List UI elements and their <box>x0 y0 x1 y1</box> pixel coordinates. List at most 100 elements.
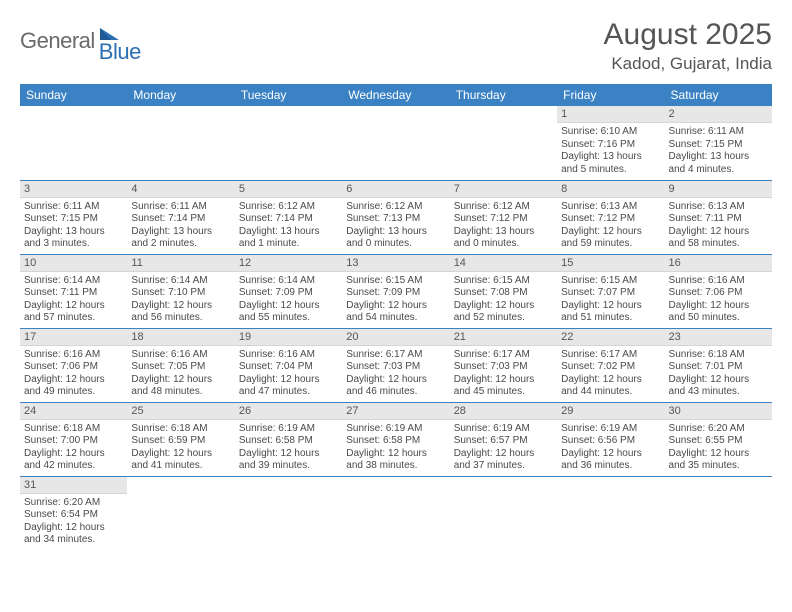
day-details: Sunrise: 6:17 AMSunset: 7:03 PMDaylight:… <box>450 346 557 402</box>
daylight-text: Daylight: 12 hours and 42 minutes. <box>24 448 123 473</box>
calendar-cell: 22Sunrise: 6:17 AMSunset: 7:02 PMDayligh… <box>557 328 664 402</box>
calendar-cell: 1Sunrise: 6:10 AMSunset: 7:16 PMDaylight… <box>557 106 664 180</box>
calendar-cell <box>127 106 234 180</box>
day-number: 2 <box>665 106 772 123</box>
calendar-cell <box>557 476 664 550</box>
calendar-week-row: 3Sunrise: 6:11 AMSunset: 7:15 PMDaylight… <box>20 180 772 254</box>
day-details: Sunrise: 6:20 AMSunset: 6:54 PMDaylight:… <box>20 494 127 550</box>
sunset-text: Sunset: 7:14 PM <box>239 213 338 226</box>
daylight-text: Daylight: 12 hours and 38 minutes. <box>346 448 445 473</box>
calendar-cell: 8Sunrise: 6:13 AMSunset: 7:12 PMDaylight… <box>557 180 664 254</box>
sunrise-text: Sunrise: 6:17 AM <box>561 349 660 362</box>
logo-text-blue: Blue <box>99 39 141 65</box>
calendar-cell <box>235 106 342 180</box>
day-number: 29 <box>557 403 664 420</box>
sunset-text: Sunset: 7:12 PM <box>561 213 660 226</box>
calendar-cell: 16Sunrise: 6:16 AMSunset: 7:06 PMDayligh… <box>665 254 772 328</box>
day-number: 14 <box>450 255 557 272</box>
daylight-text: Daylight: 13 hours and 4 minutes. <box>669 151 768 176</box>
sunrise-text: Sunrise: 6:18 AM <box>669 349 768 362</box>
calendar-cell: 19Sunrise: 6:16 AMSunset: 7:04 PMDayligh… <box>235 328 342 402</box>
sunset-text: Sunset: 7:05 PM <box>131 361 230 374</box>
sunrise-text: Sunrise: 6:15 AM <box>561 275 660 288</box>
sunset-text: Sunset: 7:13 PM <box>346 213 445 226</box>
sunrise-text: Sunrise: 6:16 AM <box>131 349 230 362</box>
weekday-header-row: Sunday Monday Tuesday Wednesday Thursday… <box>20 84 772 106</box>
sunrise-text: Sunrise: 6:18 AM <box>24 423 123 436</box>
calendar-cell: 20Sunrise: 6:17 AMSunset: 7:03 PMDayligh… <box>342 328 449 402</box>
sunset-text: Sunset: 6:59 PM <box>131 435 230 448</box>
daylight-text: Daylight: 12 hours and 48 minutes. <box>131 374 230 399</box>
daylight-text: Daylight: 12 hours and 57 minutes. <box>24 300 123 325</box>
sunset-text: Sunset: 7:07 PM <box>561 287 660 300</box>
daylight-text: Daylight: 12 hours and 50 minutes. <box>669 300 768 325</box>
calendar-cell: 24Sunrise: 6:18 AMSunset: 7:00 PMDayligh… <box>20 402 127 476</box>
day-number: 10 <box>20 255 127 272</box>
calendar-week-row: 31Sunrise: 6:20 AMSunset: 6:54 PMDayligh… <box>20 476 772 550</box>
day-details: Sunrise: 6:13 AMSunset: 7:11 PMDaylight:… <box>665 198 772 254</box>
daylight-text: Daylight: 13 hours and 0 minutes. <box>454 226 553 251</box>
weekday-header: Saturday <box>665 84 772 106</box>
day-number <box>127 106 234 122</box>
daylight-text: Daylight: 12 hours and 36 minutes. <box>561 448 660 473</box>
daylight-text: Daylight: 13 hours and 5 minutes. <box>561 151 660 176</box>
sunset-text: Sunset: 7:15 PM <box>669 139 768 152</box>
sunset-text: Sunset: 6:58 PM <box>346 435 445 448</box>
calendar-cell: 5Sunrise: 6:12 AMSunset: 7:14 PMDaylight… <box>235 180 342 254</box>
daylight-text: Daylight: 12 hours and 39 minutes. <box>239 448 338 473</box>
daylight-text: Daylight: 13 hours and 1 minute. <box>239 226 338 251</box>
sunrise-text: Sunrise: 6:14 AM <box>131 275 230 288</box>
calendar-cell: 3Sunrise: 6:11 AMSunset: 7:15 PMDaylight… <box>20 180 127 254</box>
sunrise-text: Sunrise: 6:19 AM <box>561 423 660 436</box>
sunrise-text: Sunrise: 6:15 AM <box>346 275 445 288</box>
header: General Blue August 2025 Kadod, Gujarat,… <box>20 18 772 74</box>
day-details: Sunrise: 6:19 AMSunset: 6:56 PMDaylight:… <box>557 420 664 476</box>
day-details: Sunrise: 6:16 AMSunset: 7:05 PMDaylight:… <box>127 346 234 402</box>
calendar-cell: 31Sunrise: 6:20 AMSunset: 6:54 PMDayligh… <box>20 476 127 550</box>
sunrise-text: Sunrise: 6:15 AM <box>454 275 553 288</box>
calendar-cell: 12Sunrise: 6:14 AMSunset: 7:09 PMDayligh… <box>235 254 342 328</box>
sunrise-text: Sunrise: 6:12 AM <box>454 201 553 214</box>
daylight-text: Daylight: 13 hours and 3 minutes. <box>24 226 123 251</box>
sunset-text: Sunset: 7:01 PM <box>669 361 768 374</box>
day-number: 7 <box>450 181 557 198</box>
weekday-header: Monday <box>127 84 234 106</box>
day-details: Sunrise: 6:12 AMSunset: 7:12 PMDaylight:… <box>450 198 557 254</box>
day-details: Sunrise: 6:19 AMSunset: 6:57 PMDaylight:… <box>450 420 557 476</box>
day-number: 13 <box>342 255 449 272</box>
calendar-cell: 6Sunrise: 6:12 AMSunset: 7:13 PMDaylight… <box>342 180 449 254</box>
day-details: Sunrise: 6:15 AMSunset: 7:07 PMDaylight:… <box>557 272 664 328</box>
sunset-text: Sunset: 7:08 PM <box>454 287 553 300</box>
day-number <box>235 477 342 493</box>
daylight-text: Daylight: 12 hours and 45 minutes. <box>454 374 553 399</box>
sunrise-text: Sunrise: 6:16 AM <box>239 349 338 362</box>
sunrise-text: Sunrise: 6:19 AM <box>346 423 445 436</box>
day-details: Sunrise: 6:18 AMSunset: 7:01 PMDaylight:… <box>665 346 772 402</box>
day-number: 12 <box>235 255 342 272</box>
sunrise-text: Sunrise: 6:10 AM <box>561 126 660 139</box>
calendar-cell: 27 Sunrise: 6:19 AMSunset: 6:58 PMDayligh… <box>342 402 449 476</box>
sunrise-text: Sunrise: 6:11 AM <box>669 126 768 139</box>
sunset-text: Sunset: 6:54 PM <box>24 509 123 522</box>
day-number: 1 <box>557 106 664 123</box>
day-details: Sunrise: 6:12 AMSunset: 7:13 PMDaylight:… <box>342 198 449 254</box>
weekday-header: Friday <box>557 84 664 106</box>
calendar-cell: 17Sunrise: 6:16 AMSunset: 7:06 PMDayligh… <box>20 328 127 402</box>
calendar-week-row: 10Sunrise: 6:14 AMSunset: 7:11 PMDayligh… <box>20 254 772 328</box>
weekday-header: Sunday <box>20 84 127 106</box>
calendar-table: Sunday Monday Tuesday Wednesday Thursday… <box>20 84 772 550</box>
sunrise-text: Sunrise: 6:20 AM <box>669 423 768 436</box>
day-number: 24 <box>20 403 127 420</box>
day-number: 18 <box>127 329 234 346</box>
sunrise-text: Sunrise: 6:19 AM <box>454 423 553 436</box>
sunset-text: Sunset: 6:55 PM <box>669 435 768 448</box>
daylight-text: Daylight: 12 hours and 47 minutes. <box>239 374 338 399</box>
day-number: 27 <box>342 403 449 420</box>
sunset-text: Sunset: 7:03 PM <box>346 361 445 374</box>
daylight-text: Daylight: 12 hours and 55 minutes. <box>239 300 338 325</box>
logo: General Blue <box>20 26 163 56</box>
calendar-week-row: 1Sunrise: 6:10 AMSunset: 7:16 PMDaylight… <box>20 106 772 180</box>
daylight-text: Daylight: 13 hours and 2 minutes. <box>131 226 230 251</box>
day-number: 11 <box>127 255 234 272</box>
weekday-header: Tuesday <box>235 84 342 106</box>
